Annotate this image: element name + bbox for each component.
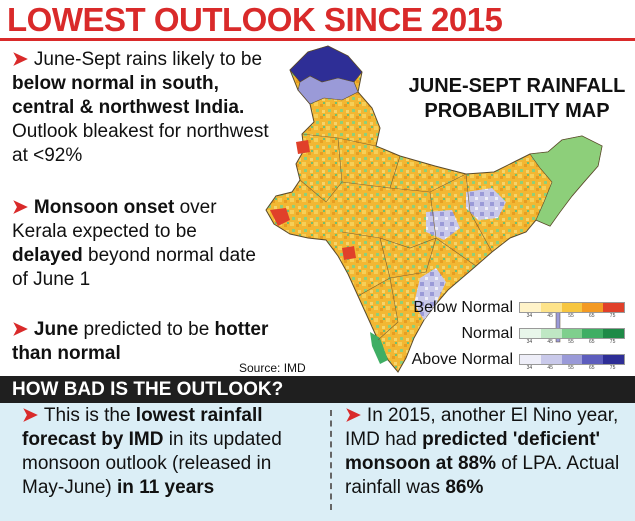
map-title: JUNE-SEPT RAINFALL PROBABILITY MAP <box>403 74 631 124</box>
legend-swatch <box>582 329 604 338</box>
legend-swatch <box>540 355 562 364</box>
bullet-rainfall: ➤ June-Sept rains likely to be below norm… <box>12 48 270 168</box>
bullet-june-heat: ➤ June predicted to be hotter than normal <box>12 318 270 366</box>
bullet-text: June-Sept rains likely to be <box>33 49 263 70</box>
region-north-above-normal <box>289 45 363 83</box>
india-map-graphic <box>265 45 603 373</box>
region-northwest-deficient <box>296 140 310 154</box>
legend-label: Below Normal <box>413 299 513 316</box>
legend-tick: 55 <box>568 339 574 345</box>
legend-swatch <box>520 355 541 364</box>
legend-swatch <box>603 355 624 364</box>
fact-text: of LPA. Actual rainfall was <box>345 453 620 498</box>
india-map <box>230 42 635 377</box>
legend-ticks: 34 45 55 65 75 <box>519 339 623 345</box>
bullet-bold: June <box>33 319 79 340</box>
legend-swatch <box>603 303 624 312</box>
bullet-monsoon-onset: ➤ Monsoon onset over Kerala expected to b… <box>12 196 270 292</box>
fact-bold: predicted 'deficient' monsoon at 88% <box>345 429 601 474</box>
legend-tick: 65 <box>589 365 595 371</box>
legend-swatch-bar <box>519 354 625 365</box>
legend-row-below-normal: Below Normal 34 45 55 65 75 <box>395 296 635 322</box>
legend-tick: 75 <box>609 365 616 371</box>
legend-swatch <box>561 303 583 312</box>
bullet-bold: below normal in south, central & northwe… <box>12 73 245 118</box>
legend-tick: 34 <box>526 339 533 345</box>
legend-tick: 75 <box>609 339 616 345</box>
legend-ticks: 34 45 55 65 75 <box>519 313 623 319</box>
section-header-band: HOW BAD IS THE OUTLOOK? <box>0 376 635 403</box>
region-central-deficient <box>342 246 356 260</box>
bullet-text: Outlook bleakest for northwest at <92% <box>12 121 269 166</box>
region-northeast <box>529 135 603 227</box>
fact-text: In 2015, another El Nino year, IMD had <box>345 405 619 450</box>
legend-label: Above Normal <box>411 351 513 368</box>
fact-lowest-forecast: ➤ This is the lowest rainfall forecast by… <box>22 404 318 500</box>
legend-swatch <box>603 329 624 338</box>
fact-bold: in 11 years <box>117 477 215 498</box>
map-legend: Below Normal 34 45 55 65 75 Normal 34 45 55 65 7… <box>395 296 635 378</box>
arrow-icon: ➤ <box>12 319 28 340</box>
facts-divider <box>330 410 332 510</box>
legend-swatch <box>582 303 604 312</box>
legend-swatch-bar <box>519 328 625 339</box>
legend-swatch-bar <box>519 302 625 313</box>
arrow-icon: ➤ <box>12 197 28 218</box>
legend-swatch <box>540 329 562 338</box>
legend-tick: 34 <box>526 313 533 319</box>
legend-tick: 75 <box>609 313 616 319</box>
bullet-text: predicted to be <box>78 319 215 340</box>
legend-row-normal: Normal 34 45 55 65 75 <box>395 322 635 348</box>
map-title-line2: PROBABILITY MAP <box>424 100 610 122</box>
headline-rule <box>0 38 635 41</box>
legend-swatch <box>520 329 541 338</box>
headline-bar: LOWEST OUTLOOK SINCE 2015 <box>0 0 635 41</box>
state-boundaries <box>299 133 493 341</box>
legend-tick: 65 <box>589 313 595 319</box>
legend-tick: 55 <box>568 313 574 319</box>
arrow-icon: ➤ <box>22 405 38 426</box>
legend-tick: 45 <box>547 339 553 345</box>
fact-bold: lowest rainfall forecast by IMD <box>22 405 263 450</box>
fact-2015-el-nino: ➤ In 2015, another El Nino year, IMD had … <box>345 404 630 500</box>
legend-tick: 45 <box>547 313 553 319</box>
bullet-text: over Kerala expected to be <box>12 197 217 242</box>
legend-ticks: 34 45 55 65 75 <box>519 365 623 371</box>
map-title-line1: JUNE-SEPT RAINFALL <box>408 75 626 97</box>
region-west-deficient <box>270 208 290 226</box>
region-central-east-blue <box>426 210 460 240</box>
region-east-blue <box>466 188 506 220</box>
region-southeast-blue <box>414 268 446 320</box>
fact-text: This is the <box>43 405 136 426</box>
legend-swatch <box>582 355 604 364</box>
legend-tick: 34 <box>526 365 533 371</box>
legend-swatch <box>561 355 583 364</box>
legend-row-above-normal: Above Normal 34 45 55 65 75 <box>395 348 635 374</box>
arrow-icon: ➤ <box>12 49 28 70</box>
legend-swatch <box>520 303 541 312</box>
region-himachal-normal <box>297 75 359 105</box>
arrow-icon: ➤ <box>345 405 361 426</box>
legend-swatch <box>561 329 583 338</box>
source-credit: Source: IMD <box>239 361 306 375</box>
fact-bold: 86% <box>445 477 484 498</box>
legend-swatch <box>540 303 562 312</box>
region-kerala-green <box>370 332 388 364</box>
legend-tick: 45 <box>547 365 553 371</box>
legend-label: Normal <box>461 325 513 342</box>
bullet-bold: delayed <box>12 245 83 266</box>
bullet-bold: Monsoon onset <box>33 197 175 218</box>
bullet-bold: hotter than normal <box>12 319 269 364</box>
section-header: HOW BAD IS THE OUTLOOK? <box>12 379 284 400</box>
legend-tick: 55 <box>568 365 574 371</box>
legend-tick: 65 <box>589 339 595 345</box>
facts-panel <box>0 403 635 521</box>
fact-text: in its updated monsoon outlook (released… <box>22 429 282 498</box>
headline: LOWEST OUTLOOK SINCE 2015 <box>7 1 503 38</box>
bullet-text: beyond normal date of June 1 <box>12 245 256 290</box>
